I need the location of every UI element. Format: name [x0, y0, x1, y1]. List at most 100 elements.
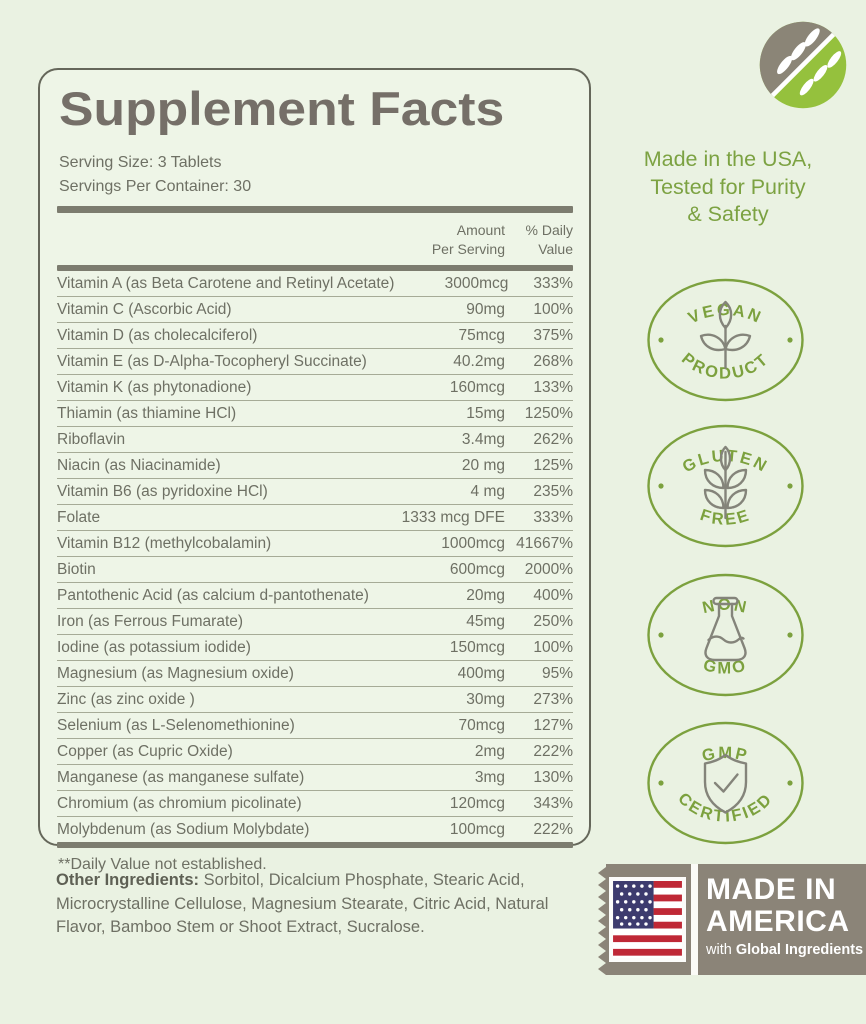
nutrient-daily-value: 95% [541, 664, 573, 682]
table-row: Vitamin B12 (methylcobalamin) 1000mcg 41… [57, 531, 573, 558]
nutrient-amount: 3mg [474, 768, 505, 786]
flask-icon [704, 596, 747, 662]
leaf-brand-logo-icon [759, 21, 847, 109]
table-row: Magnesium (as Magnesium oxide) 400mg 95% [57, 661, 573, 688]
nutrient-name: Vitamin B12 (methylcobalamin) [57, 534, 272, 552]
daily-value-column-header: % Daily Value [525, 222, 573, 257]
stamp-line1: MADE IN [706, 873, 837, 906]
nutrient-daily-value: 133% [533, 378, 573, 396]
nutrient-name: Chromium (as chromium picolinate) [57, 794, 302, 812]
table-row: Copper (as Cupric Oxide) 2mg 222% [57, 739, 573, 766]
serving-size: Serving Size: 3 Tablets [59, 154, 222, 172]
nutrient-name: Vitamin C (Ascorbic Acid) [57, 300, 232, 318]
nutrient-amount: 40.2mg [453, 352, 505, 370]
nutrient-name: Molybdenum (as Sodium Molybdate) [57, 820, 310, 838]
svg-text:NON: NON [701, 596, 750, 617]
amount-column-header: Amount Per Serving [431, 222, 505, 257]
nutrient-amount: 160mcg [449, 378, 505, 396]
table-row: Iron (as Ferrous Fumarate) 45mg 250% [57, 609, 573, 636]
nutrient-amount: 400mg [457, 664, 505, 682]
divider-bar [57, 842, 573, 849]
table-row: Niacin (as Niacinamide) 20 mg 125% [57, 453, 573, 480]
nutrient-name: Vitamin E (as D-Alpha-Tocopheryl Succina… [57, 352, 367, 370]
nutrient-name: Vitamin A (as Beta Carotene and Retinyl … [57, 274, 395, 292]
nutrient-daily-value: 268% [533, 352, 573, 370]
table-row: Chromium (as chromium picolinate) 120mcg… [57, 791, 573, 818]
nutrient-daily-value: 222% [533, 820, 573, 838]
nutrient-name: Magnesium (as Magnesium oxide) [57, 664, 294, 682]
nutrient-name: Vitamin K (as phytonadione) [57, 378, 252, 396]
vegan-product-badge: VEGAN PRODUCT [647, 278, 804, 402]
svg-text:CERTIFIED: CERTIFIED [674, 789, 776, 825]
nutrient-daily-value: 375% [533, 326, 573, 344]
nutrient-amount: 20 mg [461, 456, 505, 474]
nutrient-amount: 90mg [466, 300, 505, 318]
nutrient-name: Copper (as Cupric Oxide) [57, 742, 233, 760]
usa-flag-icon [609, 877, 686, 962]
nutrient-name: Manganese (as manganese sulfate) [57, 768, 305, 786]
other-ingredients: Other Ingredients: Sorbitol, Dicalcium P… [56, 869, 592, 940]
facts-table: Vitamin A (as Beta Carotene and Retinyl … [57, 271, 573, 842]
nutrient-daily-value: 333% [533, 508, 573, 526]
table-row: Biotin 600mcg 2000% [57, 557, 573, 584]
nutrient-daily-value: 262% [533, 430, 573, 448]
nutrient-amount: 1000mcg [441, 534, 505, 552]
shield-check-icon [703, 753, 748, 814]
gmp-certified-badge: GMP CERTIFIED [647, 721, 804, 845]
servings-per-container: Servings Per Container: 30 [59, 178, 252, 196]
stamp-subline: with Global Ingredients [706, 942, 864, 959]
table-row: Thiamin (as thiamine HCl) 15mg 1250% [57, 401, 573, 428]
nutrient-amount: 70mcg [458, 716, 505, 734]
other-ingredients-label: Other Ingredients: [56, 871, 200, 889]
table-row: Vitamin E (as D-Alpha-Tocopheryl Succina… [57, 349, 573, 376]
table-row: Vitamin A (as Beta Carotene and Retinyl … [57, 271, 573, 298]
nutrient-daily-value: 41667% [516, 534, 573, 552]
nutrient-name: Iodine (as potassium iodide) [57, 638, 251, 656]
nutrient-name: Selenium (as L-Selenomethionine) [57, 716, 295, 734]
plant-icon [699, 300, 752, 370]
nutrient-amount: 100mcg [449, 820, 505, 838]
nutrient-daily-value: 222% [533, 742, 573, 760]
nutrient-amount: 30mg [466, 690, 505, 708]
nutrient-amount: 4 mg [470, 482, 505, 500]
column-headers: Amount Per Serving % Daily Value [57, 213, 573, 265]
nutrient-daily-value: 235% [533, 482, 573, 500]
nutrient-name: Riboflavin [57, 430, 126, 448]
nutrient-daily-value: 343% [533, 794, 573, 812]
svg-text:GMO: GMO [701, 656, 749, 677]
svg-text:FREE: FREE [698, 506, 753, 529]
nutrient-daily-value: 127% [533, 716, 573, 734]
nutrient-amount: 20mg [466, 586, 505, 604]
table-row: Molybdenum (as Sodium Molybdate) 100mcg … [57, 817, 573, 842]
table-row: Selenium (as L-Selenomethionine) 70mcg 1… [57, 713, 573, 740]
nutrient-daily-value: 1250% [524, 404, 573, 422]
nutrient-name: Pantothenic Acid (as calcium d-pantothen… [57, 586, 369, 604]
nutrient-name: Iron (as Ferrous Fumarate) [57, 612, 244, 630]
nutrient-name: Vitamin D (as cholecalciferol) [57, 326, 258, 344]
made-in-america-stamp: MADE IN AMERICA with Global Ingredients [598, 864, 866, 975]
nutrient-amount: 2mg [474, 742, 505, 760]
nutrient-amount: 1333 mcg DFE [401, 508, 505, 526]
divider-bar [57, 265, 573, 272]
nutrient-name: Vitamin B6 (as pyridoxine HCl) [57, 482, 268, 500]
nutrient-daily-value: 273% [533, 690, 573, 708]
non-gmo-badge: NON GMO [647, 573, 804, 697]
nutrient-daily-value: 333% [533, 274, 573, 292]
table-row: Iodine (as potassium iodide) 150mcg 100% [57, 635, 573, 662]
nutrient-daily-value: 400% [533, 586, 573, 604]
nutrient-daily-value: 2000% [524, 560, 573, 578]
table-row: Zinc (as zinc oxide ) 30mg 273% [57, 687, 573, 714]
table-row: Pantothenic Acid (as calcium d-pantothen… [57, 583, 573, 610]
table-row: Folate 1333 mcg DFE 333% [57, 505, 573, 532]
nutrient-amount: 75mcg [458, 326, 505, 344]
nutrient-name: Biotin [57, 560, 96, 578]
panel-title: Supplement Facts [59, 82, 505, 135]
daily-value-footnote: **Daily Value not established. [58, 856, 267, 874]
nutrient-name: Zinc (as zinc oxide ) [57, 690, 195, 708]
nutrient-amount: 150mcg [449, 638, 505, 656]
nutrient-amount: 45mg [466, 612, 505, 630]
wheat-icon [703, 445, 748, 520]
table-row: Vitamin D (as cholecalciferol) 75mcg 375… [57, 323, 573, 350]
gluten-free-badge: GLUTEN FREE [647, 424, 804, 548]
nutrient-amount: 3000mcg [444, 274, 509, 292]
